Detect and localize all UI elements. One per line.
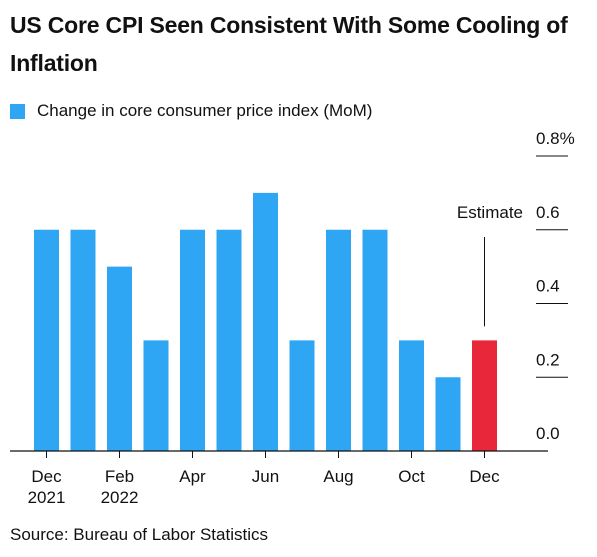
bar <box>399 340 424 451</box>
x-tick-label: Oct <box>398 467 425 486</box>
x-tick-label: Apr <box>179 467 206 486</box>
x-tick-label-year: 2021 <box>28 488 66 507</box>
x-tick-label: Aug <box>323 467 353 486</box>
bar <box>326 229 351 451</box>
legend-swatch <box>10 103 25 119</box>
bar <box>253 192 278 451</box>
x-tick-label: Dec <box>31 467 62 486</box>
bar-estimate <box>472 340 497 451</box>
x-tick-label: Jun <box>252 467 279 486</box>
bar <box>107 266 132 451</box>
legend-label: Change in core consumer price index (MoM… <box>37 101 373 120</box>
bar <box>216 229 242 451</box>
bar <box>289 340 315 451</box>
x-tick-label: Dec <box>469 467 500 486</box>
y-tick-label: 0.0 <box>536 424 560 443</box>
y-tick-label: 0.8% <box>536 129 575 148</box>
bar <box>362 229 388 451</box>
bar <box>34 229 59 451</box>
chart-title: US Core CPI Seen Consistent With Some Co… <box>10 12 568 76</box>
y-tick-label: 0.2 <box>536 350 560 369</box>
y-tick-label: 0.6 <box>536 203 560 222</box>
legend: Change in core consumer price index (MoM… <box>10 100 372 122</box>
estimate-annotation: Estimate <box>457 203 523 222</box>
source-note: Source: Bureau of Labor Statistics <box>10 525 268 544</box>
bar <box>143 340 169 451</box>
x-tick-label: Feb <box>105 467 134 486</box>
x-tick-label-year: 2022 <box>101 488 139 507</box>
y-tick-label: 0.4 <box>536 277 560 296</box>
bar <box>180 229 205 451</box>
bar <box>435 377 461 451</box>
bar <box>70 229 96 451</box>
bar-chart: 0.0 0.2 0.4 0.6 0.8% Dec 2021 Feb 2022 Apr Jun Aug O… <box>10 129 575 507</box>
